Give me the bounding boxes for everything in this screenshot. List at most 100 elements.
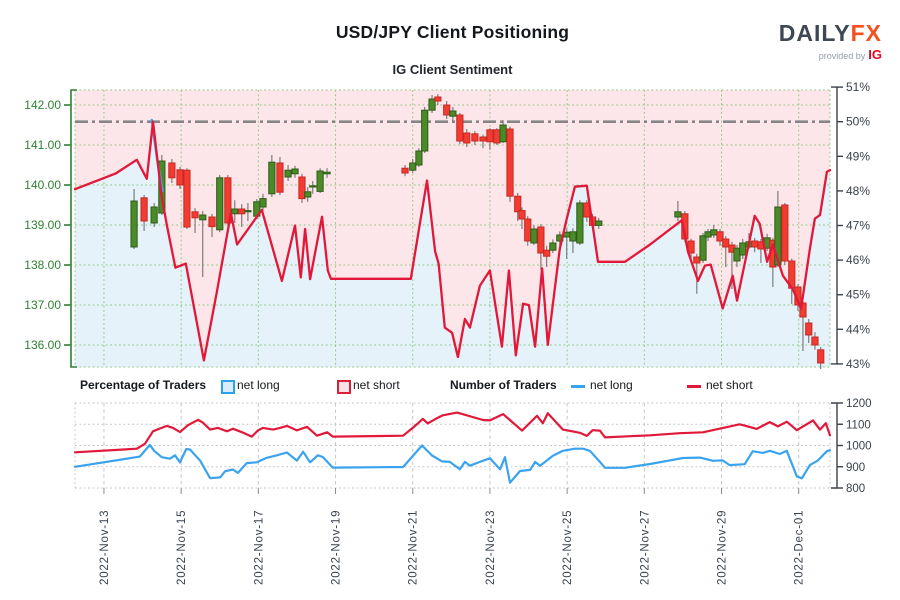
- candle: [259, 198, 267, 208]
- candle: [479, 136, 487, 142]
- net-short-pct-label: net short: [353, 378, 400, 392]
- candle: [576, 202, 584, 244]
- candle: [244, 210, 252, 213]
- net-long-count-line: [73, 443, 832, 484]
- candle: [238, 208, 246, 215]
- net-short-pct-line: [73, 120, 832, 362]
- candle: [471, 133, 479, 142]
- price-axis-bracket: [70, 89, 77, 368]
- net-short-count-line: [73, 411, 832, 454]
- candle: [693, 256, 701, 264]
- date-label: 2022-Nov-15: [176, 510, 188, 585]
- candle: [751, 240, 759, 248]
- traders-gridlines: [74, 402, 831, 489]
- candle: [811, 336, 819, 346]
- chart-subtitle: IG Client Sentiment: [392, 62, 513, 77]
- candle: [733, 247, 741, 262]
- net-long-count-swatch: [571, 385, 585, 388]
- candle: [216, 177, 224, 231]
- sentiment-tick-label: 51%: [846, 80, 870, 94]
- price-tick-label: 140.00: [24, 178, 61, 192]
- traders-axis-bracket: [831, 402, 838, 489]
- candle: [208, 216, 216, 228]
- sentiment-tick-label: 43%: [846, 357, 870, 371]
- net-long-pct-swatch: [221, 380, 235, 394]
- dailyfx-logo: DAILYFX provided by IG: [778, 20, 882, 62]
- candle: [140, 197, 148, 222]
- provided-by-line: provided by IG: [779, 48, 882, 61]
- sentiment-tick-label: 44%: [846, 322, 870, 336]
- sentiment-axis: 51% 50% 49% 48% 47% 46% 45% 44% 43%: [831, 80, 870, 371]
- date-label: 2022-Nov-29: [717, 510, 729, 585]
- net-long-pct-label: net long: [237, 378, 280, 392]
- candle: [449, 110, 457, 117]
- candle: [199, 214, 207, 221]
- candle: [284, 169, 292, 178]
- price-tick-label: 141.00: [24, 138, 61, 152]
- legend: Percentage of Traders net long net short…: [0, 378, 900, 396]
- date-label: 2022-Dec-01: [794, 510, 806, 585]
- sentiment-tick-label: 46%: [846, 253, 870, 267]
- candle: [518, 210, 526, 220]
- candle: [428, 98, 436, 111]
- candle: [595, 220, 603, 226]
- date-label: 2022-Nov-27: [639, 510, 651, 585]
- candle: [674, 211, 682, 218]
- candle: [409, 162, 417, 171]
- net-long-area: [75, 121, 830, 367]
- candle: [499, 124, 507, 143]
- candle: [304, 191, 312, 198]
- page-title: USD/JPY Client Positioning: [335, 22, 570, 42]
- candle: [291, 168, 299, 175]
- logo-daily-text: DAILY: [778, 20, 851, 46]
- net-short-pct-swatch: [337, 380, 351, 394]
- candle: [716, 231, 724, 242]
- sentiment-tick-label: 47%: [846, 219, 870, 233]
- traders-tick-label: 900: [846, 462, 865, 474]
- candle: [805, 322, 813, 336]
- price-tick-label: 142.00: [24, 98, 61, 112]
- candle: [569, 231, 577, 242]
- candle: [401, 167, 409, 174]
- candle: [150, 206, 158, 224]
- candle: [514, 195, 522, 213]
- sentiment-tick-label: 50%: [846, 115, 870, 129]
- candle: [710, 229, 718, 236]
- candle: [443, 104, 451, 116]
- candle: [231, 208, 239, 215]
- date-label: 2022-Nov-25: [562, 510, 574, 585]
- candle: [781, 204, 789, 262]
- logo-fx-text: FX: [850, 20, 882, 46]
- candle: [415, 150, 423, 166]
- candles: [130, 94, 825, 369]
- ig-logo: IG: [868, 47, 882, 62]
- date-label: 2022-Nov-19: [331, 510, 343, 585]
- candle: [817, 349, 825, 364]
- candle: [530, 228, 538, 244]
- candle: [323, 171, 331, 175]
- price-axis: 142.00 141.00 140.00 139.00 138.00 137.00 136.…: [24, 89, 77, 368]
- candle: [191, 211, 199, 219]
- candle: [130, 200, 138, 248]
- candle: [298, 176, 306, 200]
- candle: [699, 235, 707, 261]
- candle: [176, 169, 184, 186]
- candle: [549, 242, 557, 251]
- candle: [434, 96, 442, 102]
- price-tick-label: 136.00: [24, 338, 61, 352]
- date-label: 2022-Nov-13: [99, 510, 111, 585]
- candle: [463, 132, 471, 144]
- candle: [224, 177, 232, 224]
- candle: [456, 114, 464, 142]
- net-short-count-label: net short: [706, 378, 753, 392]
- date-label: 2022-Nov-17: [253, 510, 265, 585]
- sentiment-tick-label: 49%: [846, 149, 870, 163]
- candle: [486, 129, 494, 143]
- traders-tick-label: 1100: [846, 419, 871, 431]
- candle: [506, 128, 514, 197]
- candle: [543, 249, 551, 257]
- legend-pct-of-traders-label: Percentage of Traders: [80, 378, 207, 392]
- sentiment-tick-label: 48%: [846, 184, 870, 198]
